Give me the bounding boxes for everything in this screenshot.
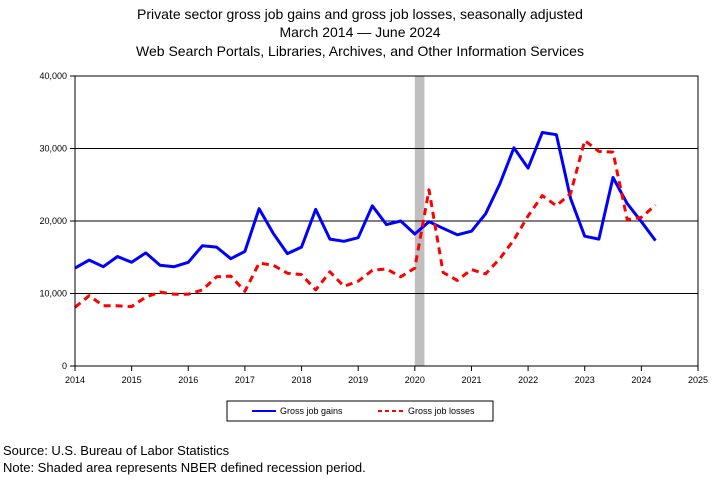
grid-layer xyxy=(75,148,698,294)
x-tick-label: 2020 xyxy=(405,375,425,385)
series-line-gross-job-gains xyxy=(74,131,657,270)
title-line-2: March 2014 — June 2024 xyxy=(279,24,440,40)
legend-label-gains: Gross job gains xyxy=(280,406,343,416)
recession-note: Note: Shaded area represents NBER define… xyxy=(3,460,366,475)
y-tick-label: 20,000 xyxy=(39,216,67,226)
x-tick-label: 2015 xyxy=(122,375,142,385)
chart-title: Private sector gross job gains and gross… xyxy=(136,6,584,59)
x-tick-label: 2019 xyxy=(348,375,368,385)
x-tick-label: 2024 xyxy=(631,375,651,385)
x-tick-label: 2023 xyxy=(575,375,595,385)
x-tick-label: 2014 xyxy=(65,375,85,385)
series-layer xyxy=(74,131,657,309)
y-tick-label: 30,000 xyxy=(39,144,67,154)
x-tick-label: 2016 xyxy=(178,375,198,385)
x-tick-label: 2025 xyxy=(688,375,708,385)
legend-label-losses: Gross job losses xyxy=(408,406,475,416)
y-tick-label: 40,000 xyxy=(39,71,67,81)
y-tick-label: 10,000 xyxy=(39,289,67,299)
title-line-1: Private sector gross job gains and gross… xyxy=(137,6,583,22)
series-line-gross-job-losses xyxy=(74,139,657,309)
y-axis-ticks: 0 10,000 20,000 30,000 40,000 xyxy=(39,71,75,371)
title-line-3: Web Search Portals, Libraries, Archives,… xyxy=(136,43,584,59)
y-tick-label: 0 xyxy=(62,361,67,371)
x-axis-ticks: 2014 2015 2016 2017 2018 2019 2020 2021 2022 2023… xyxy=(65,366,708,385)
source-note: Source: U.S. Bureau of Labor Statistics xyxy=(3,443,230,458)
x-tick-label: 2018 xyxy=(292,375,312,385)
x-tick-label: 2022 xyxy=(518,375,538,385)
x-tick-label: 2021 xyxy=(461,375,481,385)
legend-box xyxy=(226,400,494,422)
x-tick-label: 2017 xyxy=(235,375,255,385)
legend: Gross job gains Gross job losses xyxy=(226,400,494,422)
